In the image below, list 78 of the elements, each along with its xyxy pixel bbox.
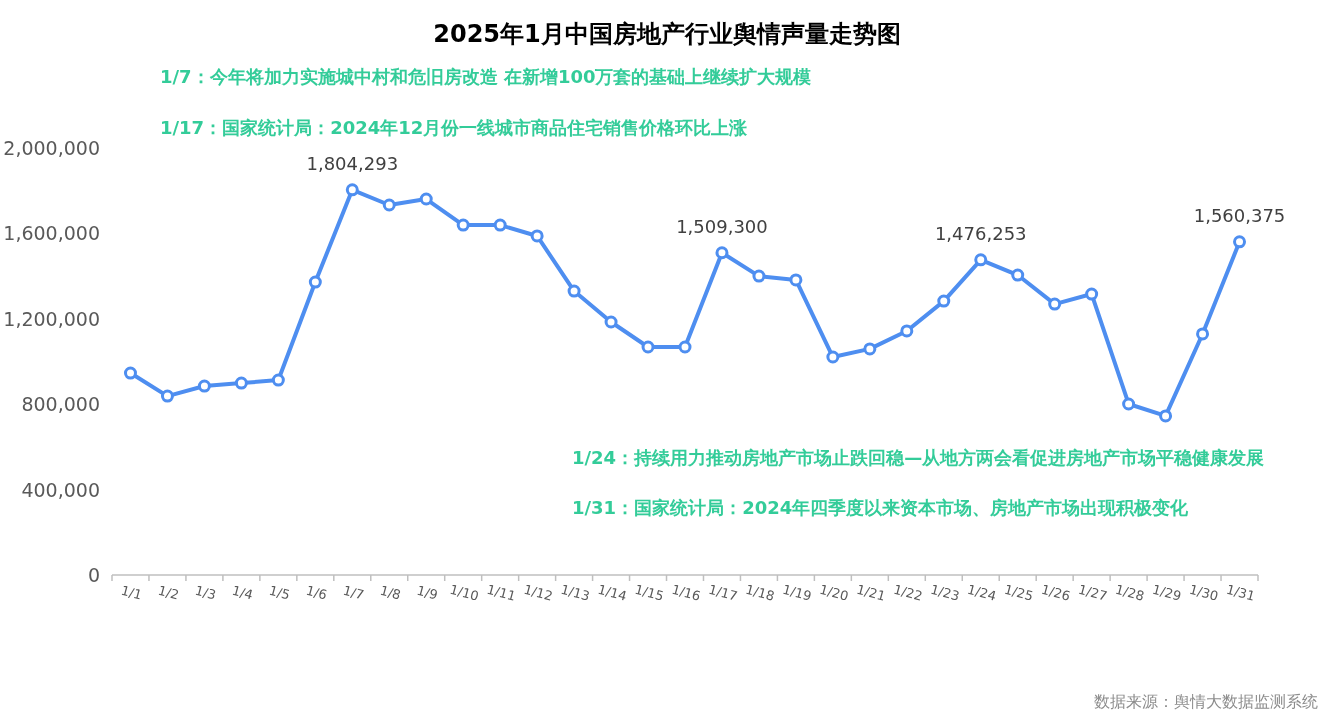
x-tick-label: 1/29 [1150, 581, 1183, 604]
y-tick-label: 400,000 [21, 478, 100, 501]
text: 1/17：国家统计局：2024年12月份一线城市商品住宅销售价格环比上涨 [160, 117, 749, 138]
point [1233, 235, 1247, 249]
data-label: 1,476,253 [934, 222, 1027, 244]
text: 1/7：今年将加力实施城中村和危旧房改造 在新增100万套的基础上继续扩大规模 [160, 66, 812, 87]
point [345, 183, 359, 197]
x-tick-label: 1/12 [522, 581, 555, 604]
x-tick-label: 1/2 [156, 582, 181, 603]
x-tick-label: 1/13 [559, 581, 592, 604]
point [752, 269, 766, 283]
x-tick-label: 1/8 [378, 582, 403, 603]
point [308, 275, 322, 289]
annotation: 1/24：持续用力推动房地产市场止跌回稳—从地方两会看促进房地产市场平稳健康发展 [572, 447, 1265, 468]
x-tick-label: 1/4 [230, 582, 255, 603]
point [937, 294, 951, 308]
y-tick-label: 2,000,000 [3, 137, 100, 159]
point [678, 340, 692, 354]
point [234, 376, 248, 390]
x-tick-label: 1/16 [670, 581, 703, 604]
x-tick-label: 1/9 [415, 582, 440, 603]
point [1122, 397, 1136, 411]
point [123, 366, 137, 380]
y-tick-label: 1,200,000 [3, 307, 100, 330]
y-tick-label: 800,000 [21, 393, 100, 416]
x-tick-label: 1/27 [1076, 581, 1109, 604]
point [160, 389, 174, 403]
x-tick-label: 1/31 [1224, 581, 1257, 604]
x-tick-label: 1/17 [707, 581, 740, 604]
point [419, 192, 433, 206]
point [382, 198, 396, 212]
x-tick-label: 1/5 [267, 582, 292, 603]
point [1048, 297, 1062, 311]
x-tick-label: 1/18 [744, 581, 777, 604]
x-tick-label: 1/24 [965, 581, 998, 604]
x-tick-label: 1/30 [1187, 581, 1220, 604]
x-tick-label: 1/6 [304, 582, 329, 603]
x-tick-label: 1/10 [448, 581, 481, 604]
x-tick-label: 1/23 [928, 581, 961, 604]
point [1085, 287, 1099, 301]
source-note: 数据来源：舆情大数据监测系统 [1094, 692, 1318, 711]
x-tick-label: 1/25 [1002, 581, 1035, 604]
point [789, 273, 803, 287]
point [493, 218, 507, 232]
data-label: 1,560,375 [1193, 204, 1286, 226]
chart-title: 2025年1月中国房地产行业舆情声量走势图 [433, 20, 901, 48]
x-tick-label: 1/20 [817, 581, 851, 604]
point [604, 315, 618, 329]
point [863, 342, 877, 356]
x-tick-label: 1/3 [193, 582, 218, 603]
point [1159, 409, 1173, 423]
data-label: 1,509,300 [676, 215, 768, 237]
x-tick-label: 1/21 [854, 581, 888, 604]
point [197, 379, 211, 393]
point [715, 246, 729, 260]
x-tick-label: 1/15 [633, 581, 666, 604]
x-tick-label: 1/22 [891, 581, 925, 604]
point [1011, 268, 1025, 282]
x-tick-label: 1/14 [596, 581, 629, 604]
data-label: 1,804,293 [306, 152, 399, 174]
y-tick-label: 0 [87, 564, 100, 586]
x-tick-label: 1/26 [1039, 581, 1072, 604]
point [1196, 327, 1210, 341]
point [826, 350, 840, 364]
point [974, 253, 988, 267]
x-tick-label: 1/19 [781, 581, 814, 604]
annotation: 1/31：国家统计局：2024年四季度以来资本市场、房地产市场出现积极变化 [572, 497, 1190, 518]
point [567, 284, 581, 298]
point [530, 229, 544, 243]
point [641, 340, 655, 354]
point [900, 324, 914, 338]
x-tick-label: 1/28 [1113, 581, 1146, 604]
y-tick-label: 1,600,000 [3, 222, 100, 245]
point [456, 218, 470, 232]
point [271, 373, 285, 387]
x-tick-label: 1/11 [485, 581, 518, 604]
x-tick-label: 1/7 [341, 582, 366, 603]
x-tick-label: 1/1 [119, 582, 144, 603]
